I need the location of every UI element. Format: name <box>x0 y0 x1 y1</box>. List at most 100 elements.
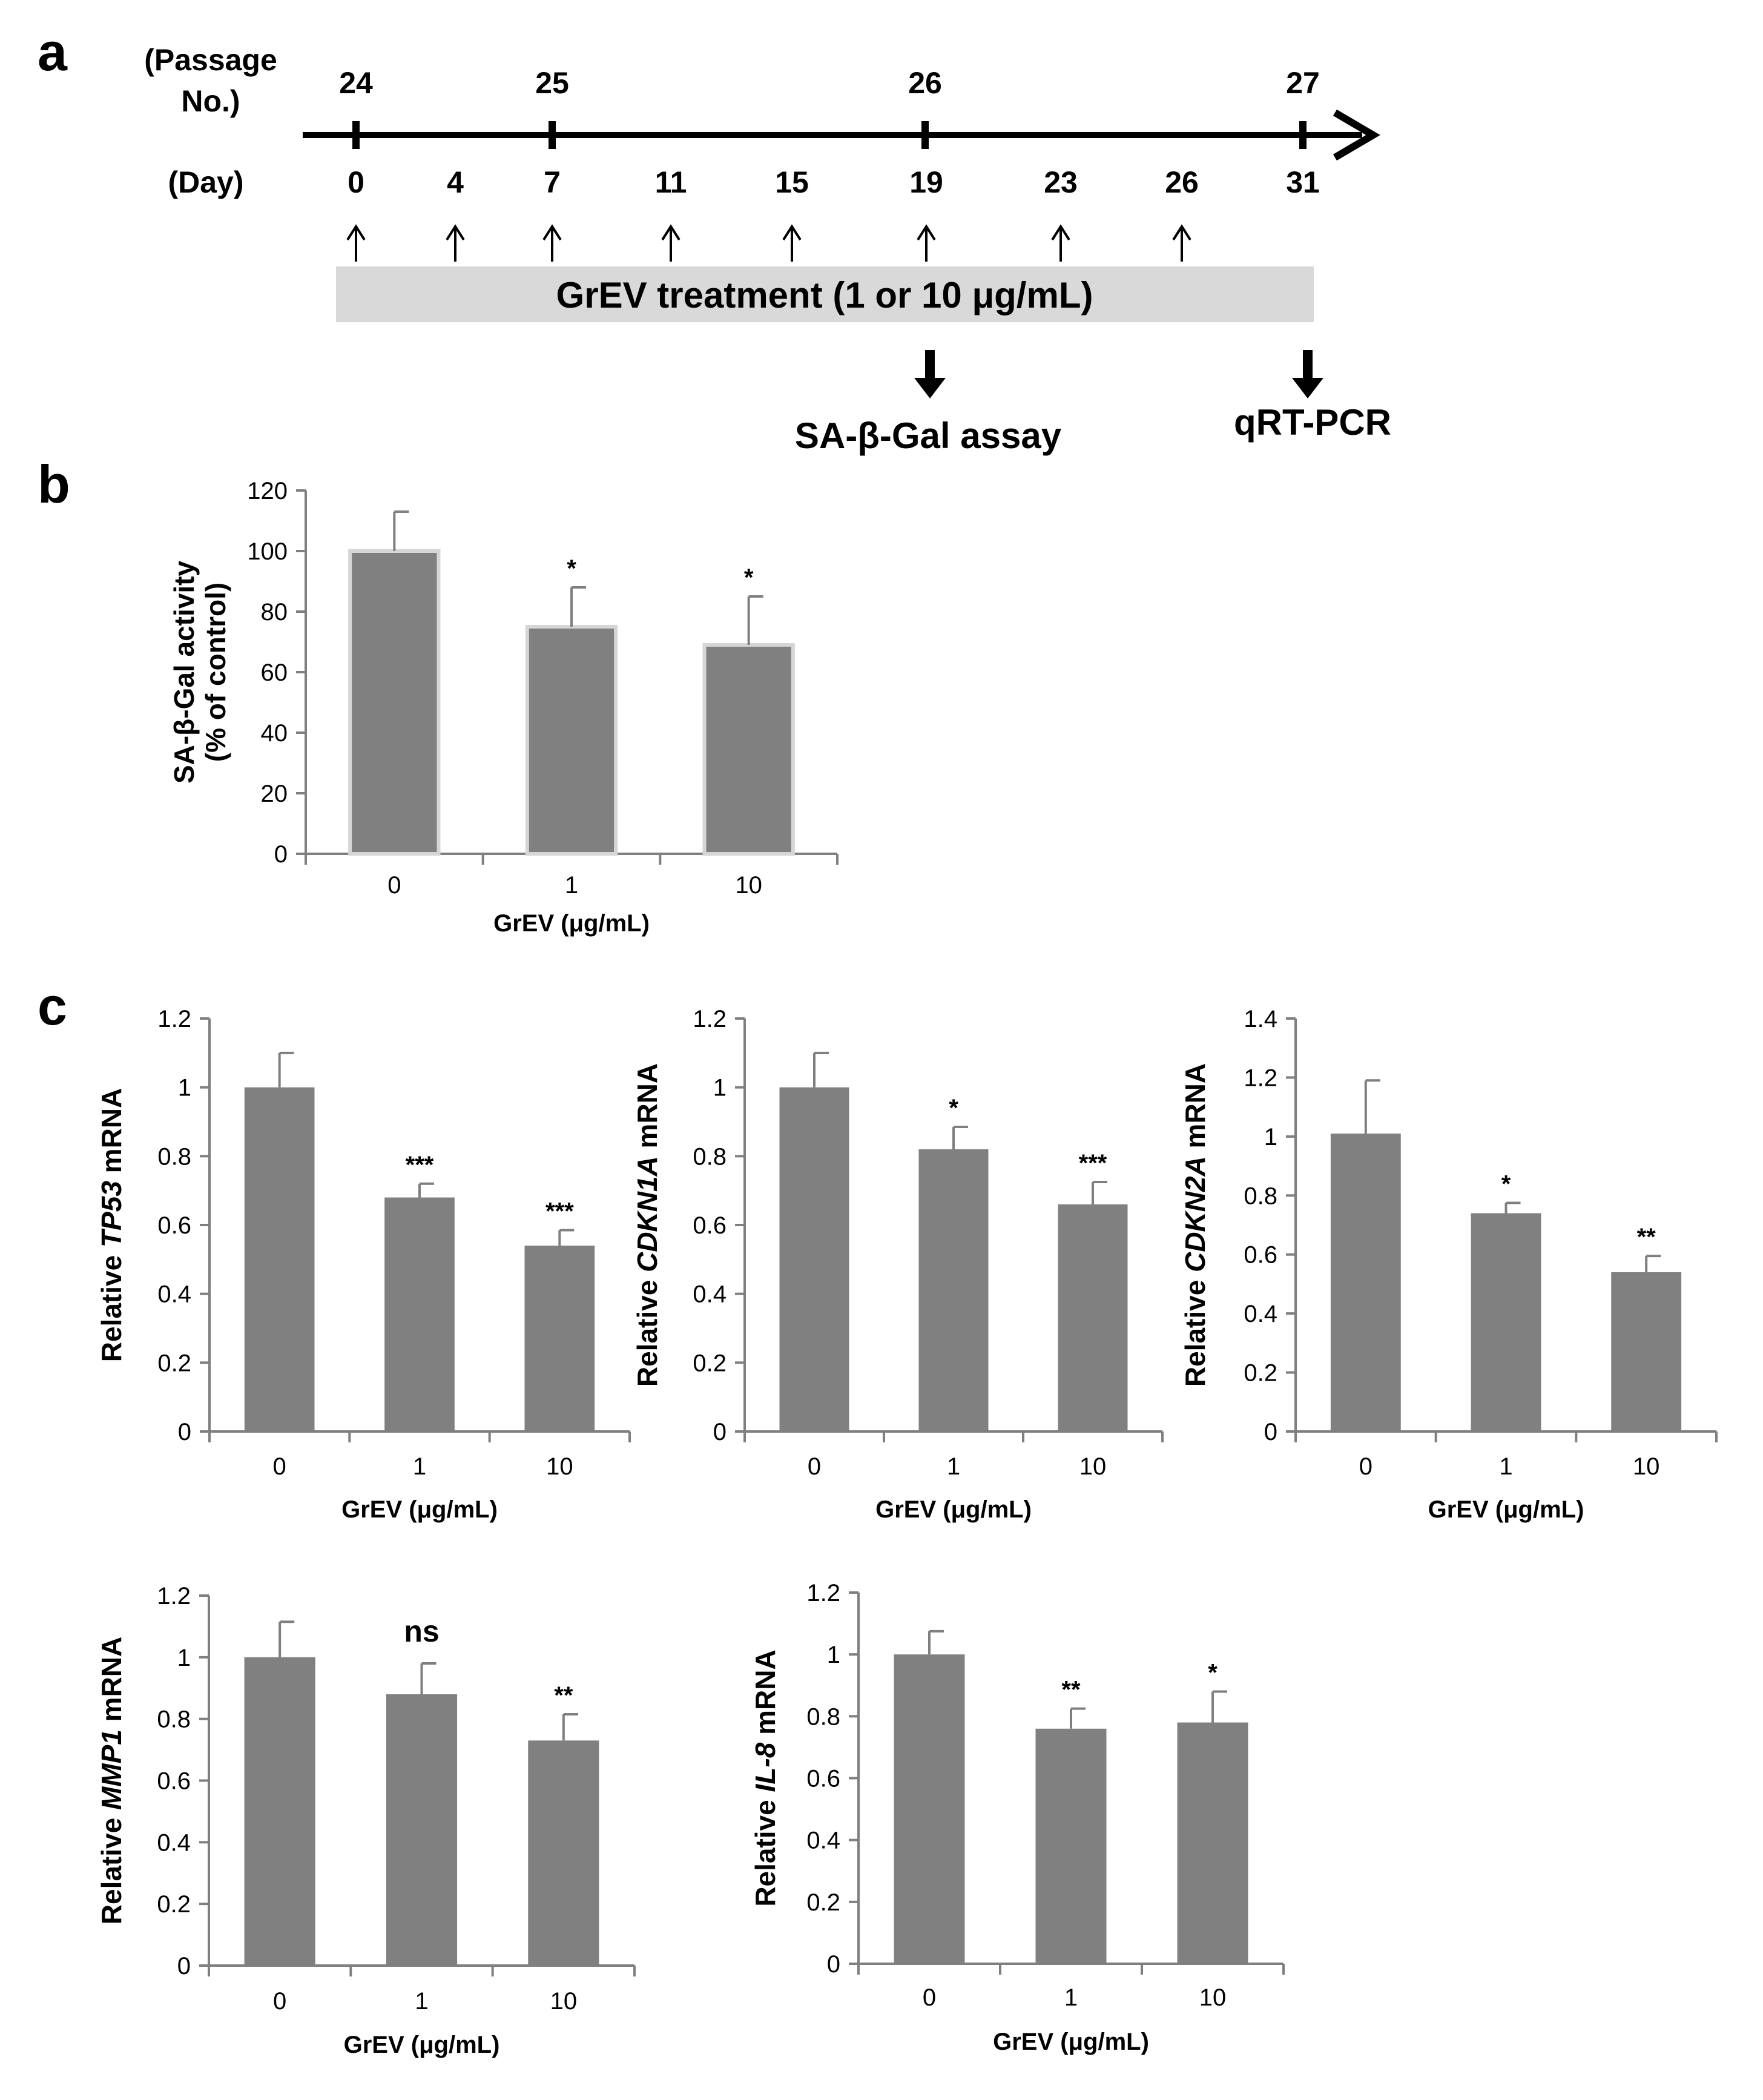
y-axis-label: Relative CDKN1A mRNA <box>631 1063 663 1387</box>
y-tick-label: 0.2 <box>157 1891 191 1918</box>
bar <box>1177 1722 1248 1964</box>
y-tick-label: 0.2 <box>806 1889 840 1916</box>
significance-label: ** <box>554 1682 573 1709</box>
day-number: 31 <box>1286 165 1320 199</box>
bar <box>1611 1272 1682 1431</box>
x-category-label: 0 <box>273 1988 286 2015</box>
pcr-arrow <box>1292 350 1323 398</box>
passage-label-line1: (Passage <box>144 43 277 77</box>
x-category-label: 0 <box>387 872 401 899</box>
day-number: 0 <box>348 165 364 199</box>
x-category-label: 1 <box>565 872 578 899</box>
treatment-arrows <box>346 224 1191 262</box>
chart-sa-beta-gal: 0 20 40 60 80 100 120 0 1 * 10 * GrEV (μg/mL) SA-β-Ga… <box>168 478 839 937</box>
significance-label: * <box>744 564 754 591</box>
chart-il8: 0 0.2 0.4 0.6 0.8 1 1.2 0 1 ** 10 * GrEV (μg/mL) Rela… <box>750 1580 1285 2055</box>
treatment-up-arrow <box>1172 224 1191 262</box>
bar <box>525 625 618 856</box>
bar <box>1058 1204 1128 1431</box>
x-category-label: 1 <box>415 1988 428 2015</box>
y-tick-label: 0 <box>713 1419 727 1445</box>
chart-cdkn2a: 0 0.2 0.4 0.6 0.8 1 1.2 1.4 0 1 * 10 ** GrEV (μg/mL) R… <box>1179 1006 1718 1523</box>
y-tick-label: 0 <box>177 1953 191 1979</box>
day-number: 11 <box>655 165 687 199</box>
y-tick-label: 0 <box>178 1419 191 1445</box>
x-axis-label: GrEV (μg/mL) <box>341 1496 498 1523</box>
chart-mmp1: 0 0.2 0.4 0.6 0.8 1 1.2 0 1 ns 10 ** GrEV (μg/mL) Rel… <box>96 1583 636 2058</box>
bar <box>894 1654 965 1964</box>
significance-label: ns <box>404 1614 439 1648</box>
y-tick-label: 0.6 <box>806 1766 840 1792</box>
panel-a: a (Passage No.) (Day) 24 25 26 27 0 4 7 11 15 19… <box>38 22 1391 456</box>
y-tick-label: 120 <box>247 478 288 504</box>
x-category-label: 10 <box>1079 1453 1107 1480</box>
y-tick-label: 1 <box>713 1075 727 1101</box>
y-tick-label: 1.2 <box>157 1583 191 1610</box>
y-tick-label: 0 <box>827 1951 840 1978</box>
day-number: 26 <box>1165 165 1199 199</box>
significance-label: ** <box>1061 1677 1081 1703</box>
significance-label: * <box>949 1095 958 1121</box>
y-tick-label: 0.2 <box>693 1350 727 1376</box>
x-category-label: 0 <box>808 1453 821 1480</box>
significance-label: * <box>1208 1659 1218 1686</box>
bar <box>702 643 795 856</box>
x-category-label: 1 <box>1499 1453 1512 1480</box>
x-category-label: 1 <box>947 1453 960 1480</box>
y-tick-label: 1 <box>177 1645 191 1671</box>
chart-cdkn1a: 0 0.2 0.4 0.6 0.8 1 1.2 0 1 * 10 *** GrEV (μg/mL) Rel… <box>631 1006 1164 1523</box>
y-tick-label: 1 <box>178 1075 191 1101</box>
day-number: 19 <box>909 165 943 199</box>
y-axis-label: Relative TP53 mRNA <box>96 1088 127 1362</box>
day-number: 7 <box>544 165 561 199</box>
passage-number: 27 <box>1286 66 1320 100</box>
panel-b-letter: b <box>38 454 70 514</box>
treatment-label: GrEV treatment (1 or 10 μg/mL) <box>556 275 1093 315</box>
y-tick-label: 0 <box>1264 1419 1277 1445</box>
x-axis-label: GrEV (μg/mL) <box>344 2032 500 2058</box>
bar <box>1035 1728 1107 1964</box>
y-tick-label: 0.2 <box>1244 1360 1277 1387</box>
bar <box>386 1694 458 1966</box>
significance-label: *** <box>406 1152 434 1178</box>
significance-label: ** <box>1637 1224 1656 1250</box>
x-category-label: 10 <box>735 872 762 899</box>
bar <box>348 549 441 856</box>
y-axis-label: Relative IL-8 mRNA <box>750 1649 781 1906</box>
y-axis-label: Relative CDKN2A mRNA <box>1179 1063 1211 1387</box>
x-category-label: 10 <box>1633 1453 1660 1480</box>
y-tick-label: 0.8 <box>157 1706 191 1733</box>
panel-c-letter: c <box>38 976 67 1036</box>
x-category-label: 1 <box>413 1453 426 1480</box>
significance-label: * <box>1501 1171 1511 1197</box>
y-tick-label: 0.8 <box>157 1143 191 1170</box>
timeline-arrowhead <box>1333 109 1380 161</box>
y-tick-label: 0.4 <box>1244 1301 1277 1327</box>
y-tick-label: 1 <box>827 1642 840 1668</box>
bar <box>524 1246 595 1431</box>
y-tick-label: 1.4 <box>1244 1006 1277 1032</box>
y-tick-label: 100 <box>247 538 288 565</box>
y-tick-label: 0.2 <box>157 1350 191 1376</box>
y-tick-label: 0.6 <box>157 1768 191 1795</box>
x-category-label: 10 <box>550 1988 578 2015</box>
passage-label-line2: No.) <box>181 84 240 118</box>
y-tick-label: 0.6 <box>1244 1242 1277 1269</box>
pcr-label: qRT-PCR <box>1234 402 1391 443</box>
treatment-up-arrow <box>917 224 936 262</box>
y-tick-label: 1.2 <box>806 1580 840 1606</box>
treatment-up-arrow <box>1051 224 1070 262</box>
y-tick-label: 20 <box>261 781 288 807</box>
treatment-up-arrow <box>542 224 562 262</box>
bar <box>918 1149 989 1431</box>
y-tick-label: 0.8 <box>693 1143 727 1170</box>
y-tick-label: 0.8 <box>1244 1183 1277 1209</box>
treatment-up-arrow <box>346 224 366 262</box>
x-category-label: 0 <box>923 1984 936 2011</box>
day-number: 23 <box>1044 165 1078 199</box>
y-axis-label: (% of control) <box>200 583 231 762</box>
panel-a-letter: a <box>38 22 68 82</box>
y-axis-label: SA-β-Gal activity <box>168 561 200 784</box>
bar <box>1471 1213 1541 1431</box>
bar <box>244 1657 315 1966</box>
